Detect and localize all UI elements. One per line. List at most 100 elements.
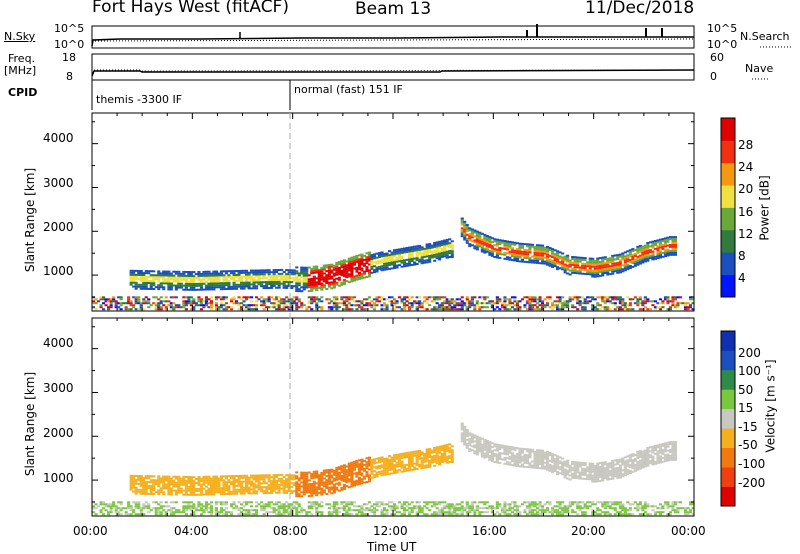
heatmap-cell	[282, 278, 286, 281]
heatmap-cell	[510, 243, 514, 246]
heatmap-cell	[365, 465, 369, 468]
heatmap-cell	[184, 483, 188, 486]
heatmap-cell	[433, 454, 437, 457]
heatmap-cell	[307, 278, 311, 281]
heatmap-cell	[538, 501, 542, 504]
heatmap-cell	[571, 263, 575, 266]
heatmap-cell	[360, 468, 364, 471]
heatmap-cell	[317, 511, 321, 514]
heatmap-cell	[357, 459, 361, 462]
heatmap-cell	[159, 501, 163, 504]
heatmap-cell	[260, 277, 264, 280]
heatmap-cell	[300, 475, 304, 478]
heatmap-cell	[189, 482, 193, 484]
heatmap-cell	[443, 507, 447, 510]
heatmap-cell	[167, 483, 171, 486]
heatmap-cell	[192, 489, 196, 492]
heatmap-cell	[157, 511, 161, 514]
heatmap-cell	[214, 304, 218, 307]
heatmap-cell	[302, 477, 306, 480]
heatmap-cell	[523, 251, 527, 253]
heatmap-cell	[247, 271, 251, 274]
heatmap-cell	[204, 501, 208, 504]
heatmap-cell	[581, 262, 585, 265]
heatmap-cell	[260, 501, 264, 504]
heatmap-cell	[485, 501, 489, 504]
heatmap-cell	[159, 284, 163, 287]
heatmap-cell	[307, 487, 311, 490]
heatmap-cell	[668, 253, 672, 256]
heatmap-cell	[255, 513, 259, 516]
heatmap-cell	[214, 481, 218, 484]
heatmap-cell	[563, 476, 567, 479]
heatmap-cell	[139, 270, 143, 272]
heatmap-cell	[247, 513, 251, 516]
heatmap-cell	[495, 240, 499, 243]
heatmap-cell	[393, 300, 397, 303]
heatmap-cell	[310, 507, 314, 510]
heatmap-cell	[345, 475, 349, 478]
heatmap-cell	[142, 483, 146, 485]
heatmap-cell	[330, 263, 334, 266]
heatmap-cell	[681, 302, 685, 305]
heatmap-cell	[187, 489, 191, 492]
heatmap-cell	[230, 306, 234, 309]
heatmap-cell	[380, 296, 384, 299]
heatmap-cell	[290, 478, 294, 481]
heatmap-cell	[297, 483, 301, 486]
heatmap-cell	[204, 509, 208, 512]
heatmap-cell	[495, 252, 499, 255]
heatmap-cell	[460, 501, 464, 504]
heatmap-cell	[618, 267, 622, 270]
heatmap-cell	[473, 308, 477, 311]
heatmap-cell	[503, 449, 507, 451]
heatmap-cell	[498, 446, 502, 449]
heatmap-cell	[450, 246, 454, 249]
heatmap-cell	[616, 258, 620, 260]
heatmap-cell	[159, 491, 163, 494]
heatmap-cell	[445, 254, 449, 257]
heatmap-cell	[342, 478, 346, 481]
heatmap-cell	[337, 267, 341, 269]
heatmap-cell	[157, 302, 161, 305]
heatmap-cell	[445, 298, 449, 301]
heatmap-cell	[257, 482, 261, 485]
heatmap-cell	[310, 490, 314, 493]
heatmap-cell	[430, 457, 434, 460]
heatmap-cell	[583, 511, 587, 514]
heatmap-cell	[250, 476, 254, 479]
heatmap-cell	[142, 276, 146, 278]
heatmap-cell	[684, 308, 688, 311]
heatmap-cell	[463, 304, 467, 307]
heatmap-cell	[347, 302, 351, 305]
heatmap-cell	[561, 465, 565, 468]
heatmap-cell	[415, 251, 419, 254]
heatmap-cell	[638, 248, 642, 251]
heatmap-cell	[488, 249, 492, 252]
heatmap-cell	[322, 477, 326, 480]
heatmap-cell	[342, 300, 346, 303]
heatmap-cell	[475, 236, 479, 239]
heatmap-cell	[561, 264, 565, 267]
heatmap-cell	[212, 481, 216, 484]
heatmap-cell	[398, 256, 402, 259]
heatmap-cell	[405, 505, 409, 508]
heatmap-cell	[568, 478, 572, 481]
heatmap-cell	[212, 284, 216, 287]
heatmap-cell	[149, 276, 153, 279]
heatmap-cell	[315, 507, 319, 510]
heatmap-cell	[285, 482, 289, 484]
heatmap-cell	[109, 304, 113, 307]
heatmap-cell	[586, 269, 590, 272]
heatmap-cell	[606, 265, 610, 268]
heatmap-cell	[214, 286, 218, 289]
heatmap-cell	[536, 503, 540, 506]
heatmap-cell	[265, 492, 269, 494]
heatmap-cell	[671, 300, 675, 303]
heatmap-cell	[300, 266, 304, 269]
heatmap-cell	[460, 434, 464, 437]
heatmap-cell	[415, 247, 419, 250]
heatmap-cell	[340, 264, 344, 267]
heatmap-cell	[317, 298, 321, 301]
heatmap-cell	[197, 505, 201, 508]
